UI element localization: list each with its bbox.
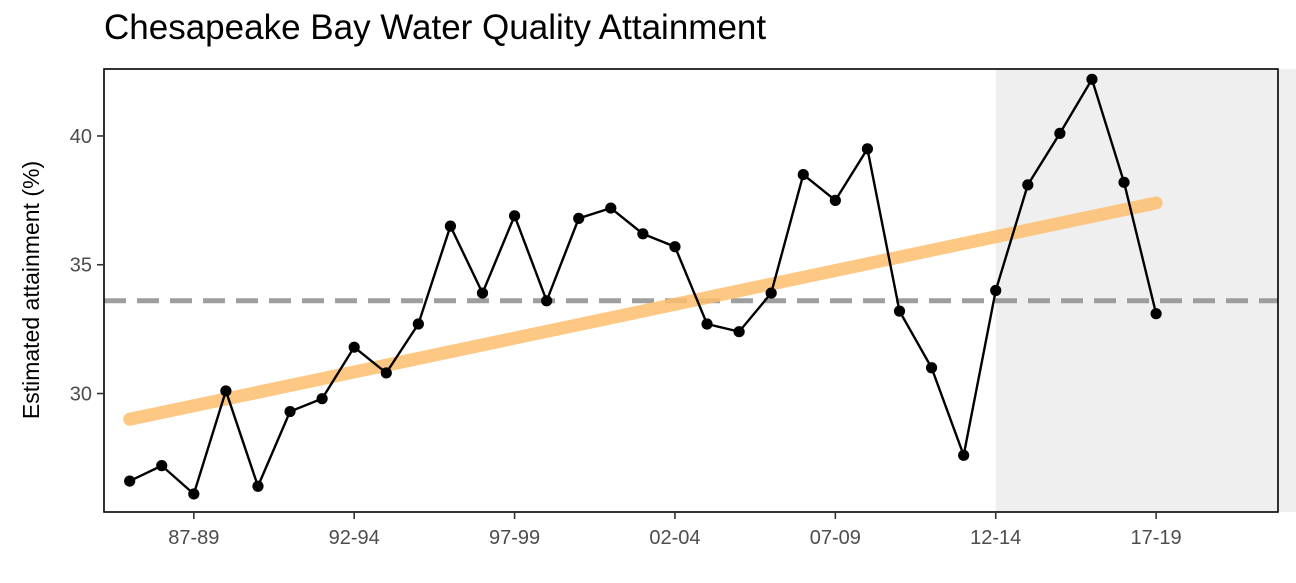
shaded-region-layer xyxy=(995,69,1296,512)
x-axis: 87-89 92-94 97-99 02-04 07-09 12-14 17-19 xyxy=(168,512,1182,549)
x-tick-label: 97-99 xyxy=(489,527,540,549)
y-tick-label: 35 xyxy=(70,255,92,277)
data-point xyxy=(605,202,617,214)
data-point xyxy=(188,488,200,500)
data-point xyxy=(1118,176,1130,188)
data-point xyxy=(1054,127,1066,139)
data-point xyxy=(1086,73,1098,85)
data-point xyxy=(1022,179,1034,191)
data-point xyxy=(829,194,841,206)
trend-line-layer xyxy=(123,196,1163,426)
x-tick-label: 07-09 xyxy=(810,527,861,549)
chart-title: Chesapeake Bay Water Quality Attainment xyxy=(104,8,767,47)
data-point xyxy=(284,405,296,418)
x-tick-label: 92-94 xyxy=(329,527,380,549)
trend-line xyxy=(123,196,1163,426)
y-tick-label: 40 xyxy=(70,126,92,148)
data-point xyxy=(220,385,232,397)
data-point xyxy=(476,287,489,299)
data-point xyxy=(541,295,553,307)
data-point xyxy=(124,475,136,487)
data-point xyxy=(252,480,264,492)
data-point xyxy=(508,210,521,222)
data-point xyxy=(348,341,360,353)
data-point xyxy=(669,241,681,253)
data-point xyxy=(412,318,424,330)
x-tick-label: 17-19 xyxy=(1131,527,1182,549)
plot-panel-border xyxy=(103,68,1279,513)
x-tick-label: 02-04 xyxy=(649,527,700,549)
data-point xyxy=(765,287,777,299)
data-point xyxy=(958,449,970,461)
data-point xyxy=(444,220,457,232)
data-point xyxy=(637,228,649,240)
y-axis: 30 35 40 xyxy=(70,126,104,406)
shaded-region xyxy=(995,69,1296,512)
data-point xyxy=(156,460,168,472)
data-point xyxy=(380,367,392,379)
data-point xyxy=(733,326,745,338)
x-tick-label: 12-14 xyxy=(970,527,1021,549)
data-point xyxy=(701,318,713,330)
data-point xyxy=(573,212,585,224)
series-layer xyxy=(124,73,1162,500)
data-point xyxy=(1150,308,1162,320)
data-point xyxy=(990,284,1002,297)
data-point xyxy=(893,305,906,317)
data-point xyxy=(861,143,874,155)
data-point xyxy=(797,168,809,181)
x-tick-label: 87-89 xyxy=(168,527,219,549)
y-tick-label: 30 xyxy=(70,384,92,406)
y-axis-title: Estimated attainment (%) xyxy=(18,161,44,419)
data-point xyxy=(316,393,328,405)
data-point xyxy=(925,362,938,374)
